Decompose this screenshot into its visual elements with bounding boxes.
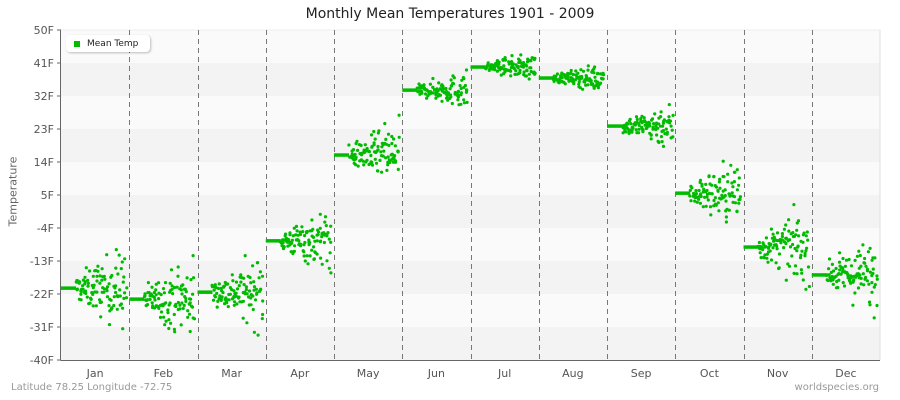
legend-swatch-icon [74, 40, 80, 47]
svg-text:Dec: Dec [835, 367, 856, 380]
data-points [74, 53, 879, 337]
svg-text:32F: 32F [34, 90, 54, 103]
svg-text:14F: 14F [34, 156, 54, 169]
svg-text:41F: 41F [34, 57, 54, 70]
svg-text:Jan: Jan [86, 367, 104, 380]
svg-text:May: May [357, 367, 380, 380]
svg-text:-4F: -4F [37, 222, 54, 235]
legend: Mean Temp [66, 35, 151, 52]
svg-text:Aug: Aug [562, 367, 583, 380]
svg-text:23F: 23F [34, 123, 54, 136]
coordinates-text: Latitude 78.25 Longitude -72.75 [11, 382, 173, 393]
axes [57, 29, 880, 361]
svg-text:-31F: -31F [30, 321, 54, 334]
y-tick-labels: 50F 41F 32F 23F 14F 5F -4F -13F -22F -31F -40F [30, 24, 54, 367]
mean-lines [61, 65, 827, 301]
svg-text:-22F: -22F [30, 288, 54, 301]
svg-text:Jun: Jun [427, 367, 445, 380]
source-text: worldspecies.org [794, 382, 879, 393]
svg-text:Sep: Sep [631, 367, 652, 380]
svg-text:Mar: Mar [221, 367, 242, 380]
legend-label: Mean Temp [87, 38, 139, 49]
x-tick-labels: Jan Feb Mar Apr May Jun Jul Aug Sep Oct Nov Dec [86, 367, 857, 380]
svg-text:Nov: Nov [767, 367, 789, 380]
svg-text:5F: 5F [41, 189, 54, 202]
svg-text:-40F: -40F [30, 354, 54, 367]
svg-text:50F: 50F [34, 24, 54, 37]
svg-text:Feb: Feb [154, 367, 173, 380]
chart-title: Monthly Mean Temperatures 1901 - 2009 [305, 6, 595, 22]
svg-text:Apr: Apr [290, 367, 310, 380]
grid-bands [61, 29, 881, 360]
month-separators [129, 30, 813, 360]
svg-text:Oct: Oct [700, 367, 720, 380]
svg-text:Jul: Jul [497, 367, 511, 380]
svg-text:-13F: -13F [30, 255, 54, 268]
